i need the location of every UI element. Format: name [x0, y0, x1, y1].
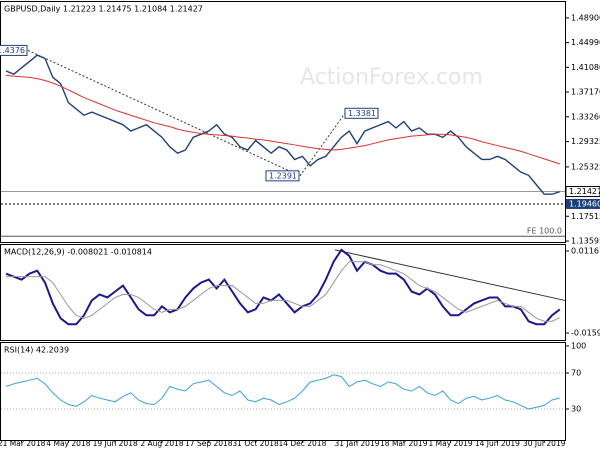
- x-tick-label: 4 May 2018: [46, 439, 90, 448]
- y-tick-label: 1.48900: [571, 13, 600, 22]
- current-price-box: [565, 186, 600, 198]
- panel-frame: [0, 244, 566, 341]
- y-tick-label: 1.33260: [571, 112, 600, 121]
- y-tick-label: 1.44990: [571, 38, 600, 47]
- y-tick-label: 1.13595: [571, 237, 600, 246]
- panel-frame: [0, 1, 566, 243]
- y-tick-label: 70: [571, 368, 581, 377]
- y-tick-label: 100: [571, 341, 586, 350]
- trend-line: [334, 249, 566, 301]
- x-tick-label: 2 Aug 2018: [140, 439, 183, 448]
- panel-title: RSI(14) 42.2039: [4, 346, 69, 355]
- panel-title: GBPUSD,Daily 1.21223 1.21475 1.21084 1.2…: [4, 5, 203, 14]
- watermark: ActionForex.com: [300, 65, 483, 90]
- x-tick-label: 14 Jun 2019: [475, 439, 520, 448]
- y-tick-label: 1.17515: [571, 212, 600, 221]
- x-tick-label: 1 May 2019: [429, 439, 473, 448]
- annotation-box: [0, 44, 28, 56]
- y-tick-label: -0.015949: [571, 329, 600, 338]
- level-label: 1.19460: [569, 199, 600, 208]
- x-tick-label: 17 Sep 2018: [185, 439, 233, 448]
- y-tick-label: 1.41080: [571, 63, 600, 72]
- panel-title: MACD(12,26,9) -0.008021 -0.010814: [4, 248, 152, 257]
- x-tick-label: 31 Oct 2018: [232, 439, 279, 448]
- annotation-label: 1.2391: [269, 171, 297, 180]
- current-price-label: 1.21427: [569, 187, 600, 196]
- trend-line: [27, 49, 301, 177]
- x-tick-label: 31 Jan 2019: [335, 439, 380, 448]
- level-box: [566, 198, 600, 209]
- annotation-box: [265, 170, 300, 182]
- annotation-box: [344, 107, 379, 119]
- x-tick-label: 14 Dec 2018: [278, 439, 326, 448]
- series-line: [5, 374, 560, 410]
- y-tick-label: 30: [571, 405, 581, 414]
- y-tick-label: 1.37170: [571, 88, 600, 97]
- x-tick-label: 21 Mar 2018: [0, 439, 46, 448]
- x-tick-label: 30 Jul 2019: [523, 439, 566, 448]
- series-line: [5, 248, 561, 326]
- panel-frame: [0, 342, 566, 441]
- series-line: [5, 74, 560, 165]
- series-line: [6, 261, 561, 322]
- y-tick-label: 1.25325: [571, 162, 600, 171]
- trend-line: [299, 112, 346, 177]
- x-tick-label: 19 Jun 2018: [93, 439, 138, 448]
- y-tick-label: 1.29325: [571, 137, 600, 146]
- series-line: [5, 54, 561, 195]
- y-tick-label: 0.011619: [571, 246, 600, 255]
- x-tick-label: 18 Mar 2019: [380, 439, 428, 448]
- annotation-label: 1.3381: [348, 109, 376, 118]
- annotation-label: 1.4376: [0, 46, 25, 55]
- fe-label: FE 100.0: [527, 227, 562, 236]
